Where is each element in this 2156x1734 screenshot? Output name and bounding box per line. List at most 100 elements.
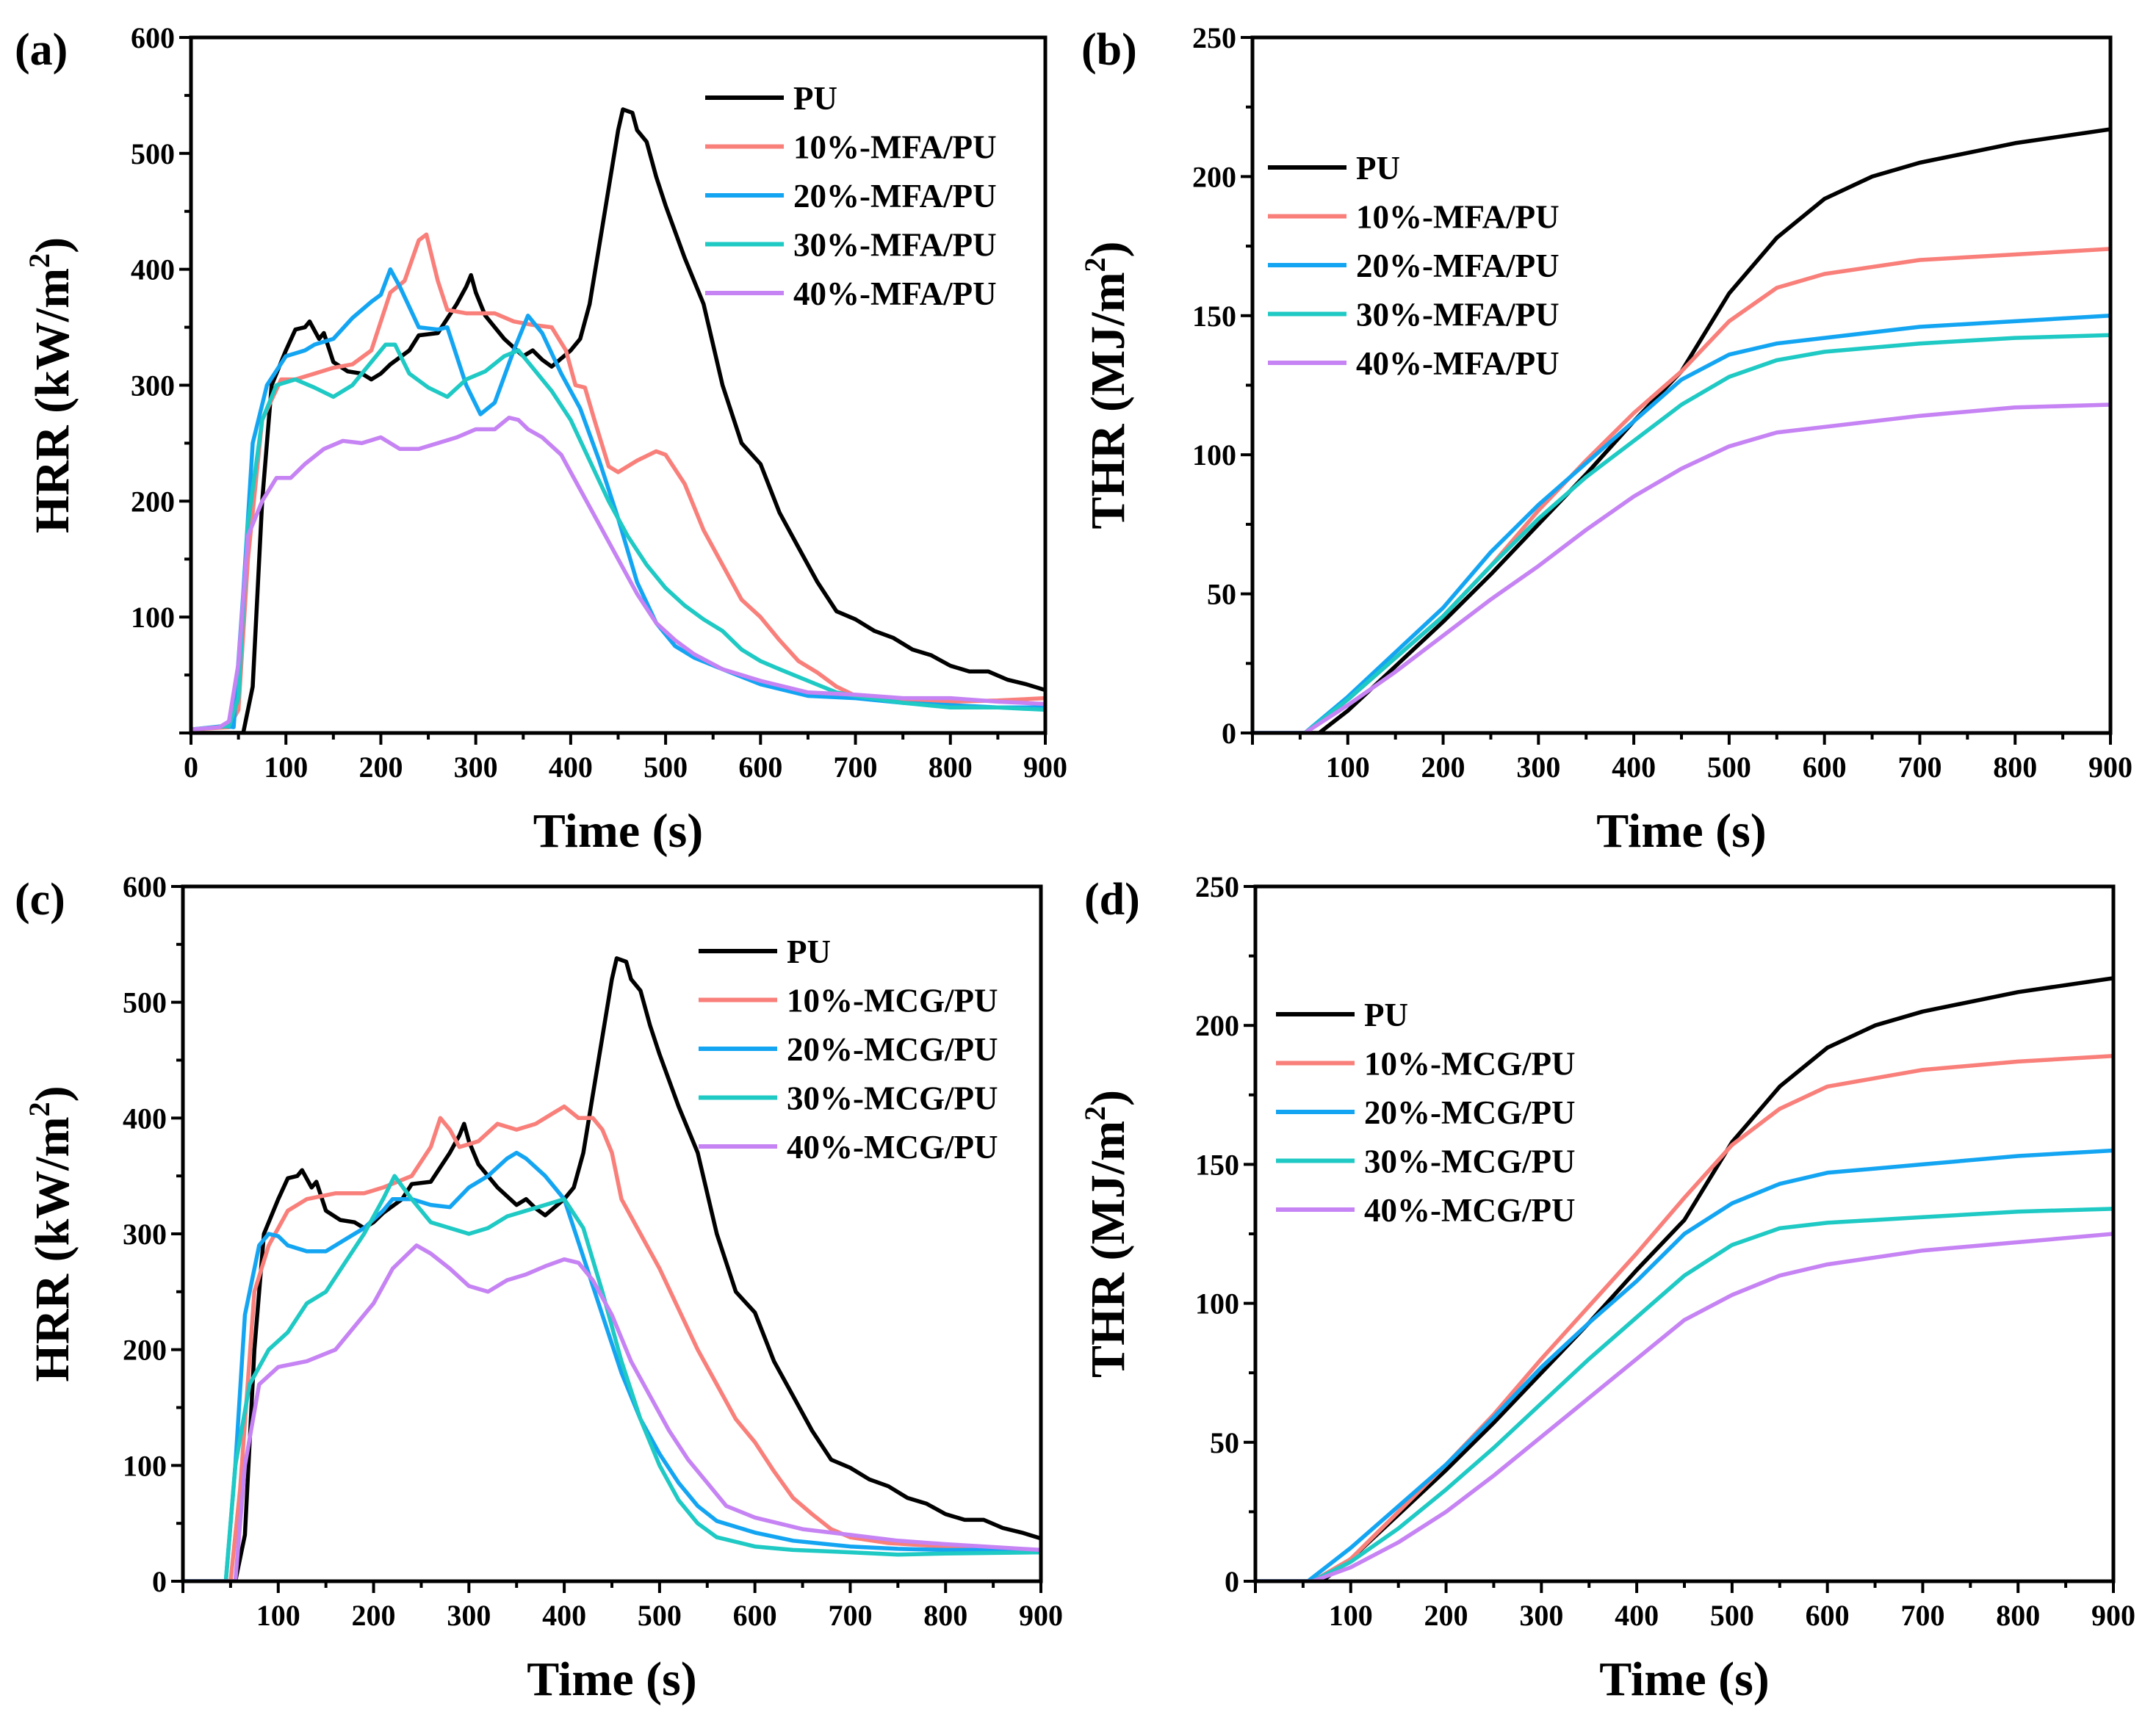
legend-label: 40%-MFA/PU [793,275,997,312]
x-tick-label: 600 [1803,751,1847,784]
y-tick-label: 100 [123,1449,167,1482]
legend-label: 30%-MFA/PU [793,227,997,264]
legend-label: 10%-MCG/PU [1364,1046,1575,1083]
x-tick-label: 800 [923,1599,967,1632]
y-tick-label: 100 [131,601,175,634]
legend-label: PU [787,933,831,970]
legend: PU 10%-MFA/PU 20%-MFA/PU 30%-MFA/PU 40%-MFA/… [705,80,997,312]
x-tick-label: 200 [358,751,403,784]
y-tick-label: 150 [1192,300,1236,333]
series-line-2 [183,1150,1041,1581]
chart-panel-d: 100 200 300 400 500 600 700 800 900 0 50 100 150 200 2… [1078,870,2135,1706]
y-tick-label: 500 [131,137,175,170]
y-axis-title-main: HRR (kW/m [26,268,79,533]
x-tick-label: 300 [447,1599,491,1632]
series-line-4 [1252,402,2110,733]
x-tick-label: 300 [1519,1599,1563,1632]
y-axis-title: THR (MJ/m2) [1078,241,1135,529]
y-tick-label: 50 [1207,578,1236,611]
y-tick-label: 100 [1195,1287,1239,1321]
legend-label: 30%-MCG/PU [1364,1144,1575,1180]
y-tick-label: 0 [1225,1565,1239,1598]
legend-label: 40%-MCG/PU [1364,1192,1575,1229]
y-axis-title-superscript: 2 [23,1102,56,1116]
legend-label: 40%-MFA/PU [1356,345,1560,382]
series-line-0 [191,107,1045,733]
legend-label: 10%-MFA/PU [793,129,997,166]
x-tick-label: 400 [549,751,593,784]
y-tick-label: 150 [1195,1148,1239,1181]
legend-label: 10%-MFA/PU [1356,199,1560,236]
legend-label: 30%-MCG/PU [787,1080,998,1117]
series-line-0 [183,956,1041,1581]
x-tick-label: 100 [264,751,308,784]
legend: PU 10%-MCG/PU 20%-MCG/PU 30%-MCG/PU 40%-MCG/… [1276,997,1575,1229]
x-tick-label: 900 [2091,1599,2135,1632]
legend-label: PU [1356,150,1400,187]
x-tick-label: 900 [2088,751,2132,784]
y-tick-label: 0 [152,1565,167,1598]
y-axis-title-superscript: 2 [1078,257,1111,272]
y-axis-title-end: ) [1081,1090,1135,1106]
x-tick-label: 800 [929,751,973,784]
x-tick-label: 600 [733,1599,777,1632]
x-axis-title: Time (s) [1596,804,1767,858]
y-tick-label: 50 [1210,1426,1239,1459]
x-tick-label: 100 [256,1599,300,1632]
y-tick-label: 250 [1192,21,1236,54]
y-axis-title: HRR (kW/m2) [23,237,79,533]
series-line-1 [1255,1054,2113,1581]
series-line-3 [191,342,1045,732]
chart-panel-c: 100 200 300 400 500 600 700 800 900 0 100 200 300 400… [15,870,1063,1706]
panel-label: (b) [1081,25,1137,75]
series-line-4 [191,415,1045,732]
legend-label: 30%-MFA/PU [1356,297,1560,333]
x-tick-label: 200 [1421,751,1465,784]
x-axis-title: Time (s) [527,1652,697,1706]
y-axis-title-superscript: 2 [23,253,56,268]
series-line-4 [1255,1232,2113,1581]
legend-label: 40%-MCG/PU [787,1129,998,1166]
y-axis-title-end: ) [1081,241,1135,257]
y-axis-title-main: HRR (kW/m [26,1116,79,1381]
legend-label: 20%-MCG/PU [787,1031,998,1068]
y-tick-label: 300 [123,1218,167,1251]
x-tick-label: 800 [1993,751,2037,784]
y-axis-title-main: THR (MJ/m [1081,272,1135,529]
y-tick-label: 200 [131,485,175,518]
x-tick-label: 900 [1023,751,1067,784]
y-tick-label: 200 [1195,1009,1239,1042]
x-tick-label: 0 [184,751,198,784]
legend-label: 20%-MFA/PU [793,178,997,214]
y-tick-label: 200 [123,1334,167,1367]
series-line-2 [1252,314,2110,733]
x-tick-label: 200 [352,1599,396,1632]
x-tick-label: 500 [643,751,688,784]
y-axis-title: THR (MJ/m2) [1078,1090,1135,1378]
y-tick-label: 300 [131,369,175,402]
chart-panel-a: 0 100 200 300 400 500 600 700 800 900 100 200 300 400… [15,21,1067,858]
x-tick-label: 300 [454,751,498,784]
y-tick-label: 600 [131,21,175,54]
series-line-3 [1252,333,2110,733]
x-tick-label: 500 [638,1599,682,1632]
x-axis-title: Time (s) [533,804,704,858]
x-tick-label: 700 [1897,751,1942,784]
x-tick-label: 500 [1707,751,1751,784]
x-tick-label: 400 [1612,751,1656,784]
plot-frame [1250,35,2113,735]
x-tick-label: 800 [1996,1599,2040,1632]
series-line-1 [191,232,1045,732]
y-tick-label: 200 [1192,160,1236,193]
y-axis-title-superscript: 2 [1078,1106,1111,1121]
y-axis-title: HRR (kW/m2) [23,1085,79,1381]
y-axis-title-end: ) [26,237,79,253]
y-axis-title-end: ) [26,1085,79,1102]
y-axis-title-main: THR (MJ/m [1081,1121,1135,1378]
chart-panel-b: 100 200 300 400 500 600 700 800 900 0 50 100 150 200 2… [1078,21,2132,858]
legend-label: 20%-MCG/PU [1364,1094,1575,1131]
series-line-3 [183,1174,1041,1581]
y-tick-label: 400 [123,1102,167,1135]
series-line-3 [1255,1207,2113,1581]
